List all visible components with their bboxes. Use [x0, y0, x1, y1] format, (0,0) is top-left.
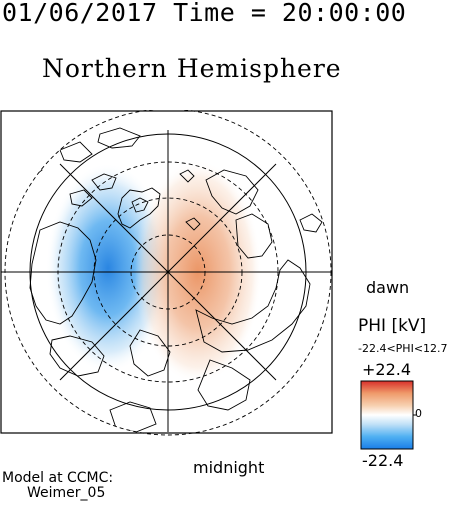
legend-range: -22.4<PHI<12.7	[358, 342, 448, 355]
legend-min-label: -22.4	[362, 451, 404, 470]
negative-potential-cell	[46, 163, 170, 373]
model-name-label: Weimer_05	[27, 485, 106, 501]
hemisphere-title: Northern Hemisphere	[42, 54, 342, 83]
date-time-title: 01/06/2017 Time = 20:00:00	[2, 0, 407, 27]
coastlines	[23, 127, 323, 433]
legend-title: PHI [kV]	[358, 316, 427, 336]
polar-potential-map	[0, 110, 333, 436]
meridian-lines	[1, 130, 332, 432]
legend-zero-label: 0	[415, 407, 422, 420]
colorbar	[360, 380, 416, 450]
legend-max-label: +22.4	[362, 360, 412, 379]
model-source-label: Model at CCMC:	[2, 470, 114, 486]
dawn-label: dawn	[366, 278, 410, 297]
midnight-label: midnight	[193, 458, 265, 477]
